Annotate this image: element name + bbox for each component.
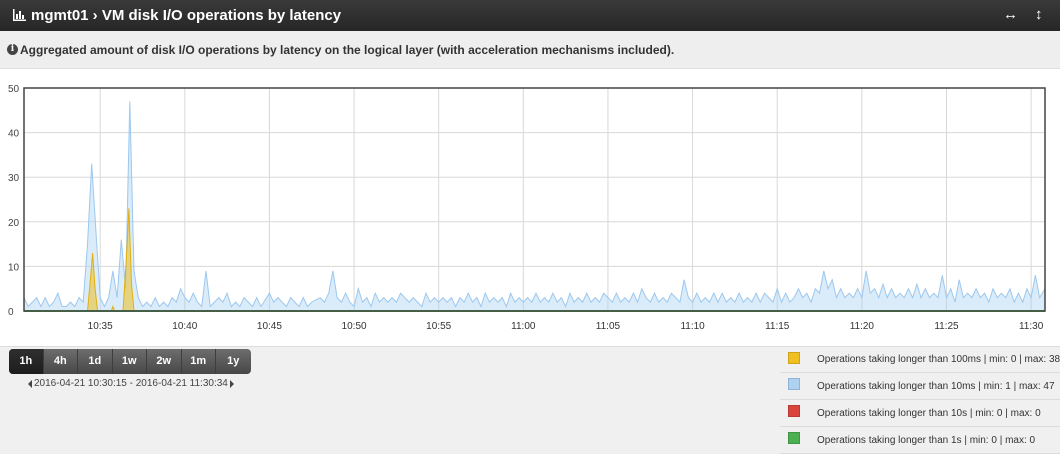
legend: Operations taking longer than 100ms | mi… [780, 346, 1060, 454]
y-tick-label: 30 [8, 173, 20, 184]
x-tick-label: 10:55 [426, 321, 451, 332]
range-button-2w[interactable]: 2w [147, 349, 182, 374]
range-button-1y[interactable]: 1y [227, 355, 240, 367]
info-icon: i [7, 44, 18, 55]
legend-swatch [788, 432, 800, 444]
x-tick-label: 11:10 [680, 321, 705, 332]
chart-description: Aggregated amount of disk I/O operations… [20, 43, 675, 57]
y-tick-label: 50 [8, 84, 20, 95]
chart-plot: 0 10 20 30 40 50 10:35 10:40 10:45 10:50 10:55 11:0… [0, 69, 1060, 346]
legend-item[interactable]: Operations taking longer than 100ms | mi… [780, 346, 1060, 373]
range-button-1d[interactable]: 1d [78, 349, 113, 374]
y-tick-label: 0 [8, 307, 14, 318]
series-line-2 [24, 208, 1045, 312]
title-bar: mgmt01 › VM disk I/O operations by laten… [0, 0, 1060, 31]
plot-frame [23, 87, 1046, 312]
range-button-1m[interactable]: 1m [182, 349, 216, 374]
series-area-2 [24, 208, 1045, 311]
x-tick-label: 10:50 [342, 321, 367, 332]
x-tick-label: 11:00 [511, 321, 536, 332]
previous-range-icon[interactable] [28, 379, 32, 388]
series-line-1 [23, 101, 1046, 308]
range-button-1h[interactable]: 1h [9, 349, 44, 374]
time-range-selector: 1h 4h 1d 1w 2w 1m 1y [9, 349, 251, 374]
legend-swatch [788, 378, 800, 390]
legend-label: Operations taking longer than 1s | min: … [817, 435, 1036, 446]
x-tick-label: 11:15 [765, 321, 790, 332]
x-tick-label: 10:40 [172, 321, 197, 332]
x-tick-label: 11:20 [850, 321, 875, 332]
range-button-1w[interactable]: 1w [113, 349, 147, 374]
x-tick-label: 11:25 [934, 321, 959, 332]
legend-item[interactable]: Operations taking longer than 10ms | min… [780, 373, 1060, 400]
expand-horizontal-icon[interactable]: ↔ [1003, 6, 1018, 23]
bar-chart-icon [13, 9, 26, 21]
legend-swatch [788, 405, 800, 417]
date-range-text: 2016-04-21 10:30:15 - 2016-04-21 11:30:3… [34, 378, 228, 389]
description-bar: i Aggregated amount of disk I/O operatio… [0, 31, 1060, 69]
y-tick-label: 40 [8, 129, 20, 140]
expand-vertical-icon[interactable]: ↕ [1035, 6, 1043, 23]
x-tick-label: 10:45 [257, 321, 282, 332]
date-range: 2016-04-21 10:30:15 - 2016-04-21 11:30:3… [28, 378, 234, 389]
x-tick-label: 10:35 [88, 321, 113, 332]
y-tick-label: 10 [8, 262, 20, 273]
legend-item[interactable]: Operations taking longer than 10s | min:… [780, 400, 1060, 427]
legend-item[interactable]: Operations taking longer than 1s | min: … [780, 427, 1060, 454]
next-range-icon[interactable] [229, 379, 234, 388]
y-tick-label: 20 [8, 218, 20, 229]
legend-label: Operations taking longer than 10s | min:… [817, 408, 1041, 419]
legend-label: Operations taking longer than 10ms | min… [817, 381, 1055, 392]
x-tick-label: 11:05 [596, 321, 621, 332]
x-tick-label: 11:30 [1019, 321, 1044, 332]
page-title: mgmt01 › VM disk I/O operations by laten… [31, 7, 342, 24]
range-button-4h[interactable]: 4h [44, 349, 78, 374]
legend-label: Operations taking longer than 100ms | mi… [817, 354, 1060, 365]
plot-area [24, 88, 1045, 311]
legend-swatch [788, 352, 800, 364]
